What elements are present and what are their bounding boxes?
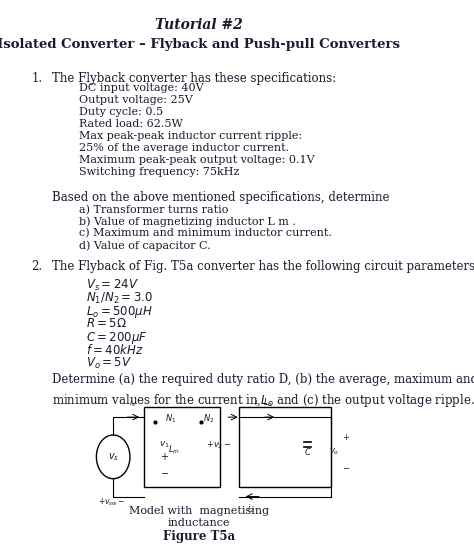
Text: $-$: $-$: [160, 467, 169, 477]
Text: $V_s = 24V$: $V_s = 24V$: [86, 278, 139, 293]
Text: $N_1$: $N_1$: [164, 412, 176, 425]
Text: $v_o$: $v_o$: [329, 447, 339, 457]
Text: Based on the above mentioned specifications, determine: Based on the above mentioned specificati…: [52, 191, 390, 204]
Text: $v_1$: $v_1$: [159, 440, 170, 450]
Text: Figure T5a: Figure T5a: [163, 530, 235, 543]
Text: Maximum peak-peak output voltage: 0.1V: Maximum peak-peak output voltage: 0.1V: [79, 155, 314, 165]
Text: Tutorial #2: Tutorial #2: [155, 18, 243, 32]
Text: Isolated Converter – Flyback and Push-pull Converters: Isolated Converter – Flyback and Push-pu…: [0, 38, 400, 51]
Text: 25% of the average inductor current.: 25% of the average inductor current.: [79, 143, 289, 153]
Text: $N_1/N_2 = 3.0$: $N_1/N_2 = 3.0$: [86, 291, 154, 306]
Text: inductance: inductance: [167, 518, 230, 529]
Text: $+v_{sw}-$: $+v_{sw}-$: [98, 496, 125, 508]
Text: d) Value of capacitor C.: d) Value of capacitor C.: [79, 240, 210, 251]
Text: Switching frequency: 75kHz: Switching frequency: 75kHz: [79, 167, 239, 177]
Text: $i_2$: $i_2$: [246, 502, 254, 515]
Text: $L_m$: $L_m$: [168, 444, 180, 456]
Text: Output voltage: 25V: Output voltage: 25V: [79, 96, 192, 105]
Text: $i_s$: $i_s$: [254, 396, 262, 409]
Text: DC input voltage: 40V: DC input voltage: 40V: [79, 84, 203, 93]
Circle shape: [96, 435, 130, 479]
Text: $+$: $+$: [342, 432, 350, 442]
Text: $L_o$: $L_o$: [263, 396, 273, 409]
Text: Rated load: 62.5W: Rated load: 62.5W: [79, 119, 182, 129]
Text: Duty cycle: 0.5: Duty cycle: 0.5: [79, 107, 163, 117]
Text: $v_s$: $v_s$: [108, 451, 118, 462]
Text: The Flyback of Fig. T5a converter has the following circuit parameters:: The Flyback of Fig. T5a converter has th…: [52, 260, 474, 273]
Bar: [239, 407, 330, 486]
Text: $C$: $C$: [304, 447, 311, 458]
Text: $f = 40kHz$: $f = 40kHz$: [86, 343, 144, 357]
Text: a) Transformer turns ratio: a) Transformer turns ratio: [79, 205, 228, 215]
Text: $L_o = 500\mu H$: $L_o = 500\mu H$: [86, 304, 153, 320]
Text: Determine (a) the required duty ratio D, (b) the average, maximum and
minimum va: Determine (a) the required duty ratio D,…: [52, 373, 474, 410]
Text: $+v_2-$: $+v_2-$: [206, 439, 231, 450]
Text: $C = 200\mu F$: $C = 200\mu F$: [86, 330, 148, 346]
Text: $i_s$: $i_s$: [128, 396, 136, 409]
Text: Model with  magnetising: Model with magnetising: [128, 507, 269, 517]
Text: c) Maximum and minimum inductor current.: c) Maximum and minimum inductor current.: [79, 228, 332, 239]
Text: 1.: 1.: [32, 72, 43, 85]
Text: $R = 5\Omega$: $R = 5\Omega$: [86, 317, 127, 330]
Text: 2.: 2.: [32, 260, 43, 273]
Text: $+$: $+$: [160, 452, 169, 462]
Text: The Flyback converter has these specifications:: The Flyback converter has these specific…: [52, 72, 336, 85]
Text: $V_o = 5V$: $V_o = 5V$: [86, 355, 133, 371]
Text: $N_2$: $N_2$: [203, 412, 214, 425]
Bar: [144, 407, 220, 486]
Text: b) Value of magnetizing inductor L m .: b) Value of magnetizing inductor L m .: [79, 217, 296, 227]
Text: $-$: $-$: [342, 462, 350, 471]
Text: Max peak-peak inductor current ripple:: Max peak-peak inductor current ripple:: [79, 131, 302, 141]
